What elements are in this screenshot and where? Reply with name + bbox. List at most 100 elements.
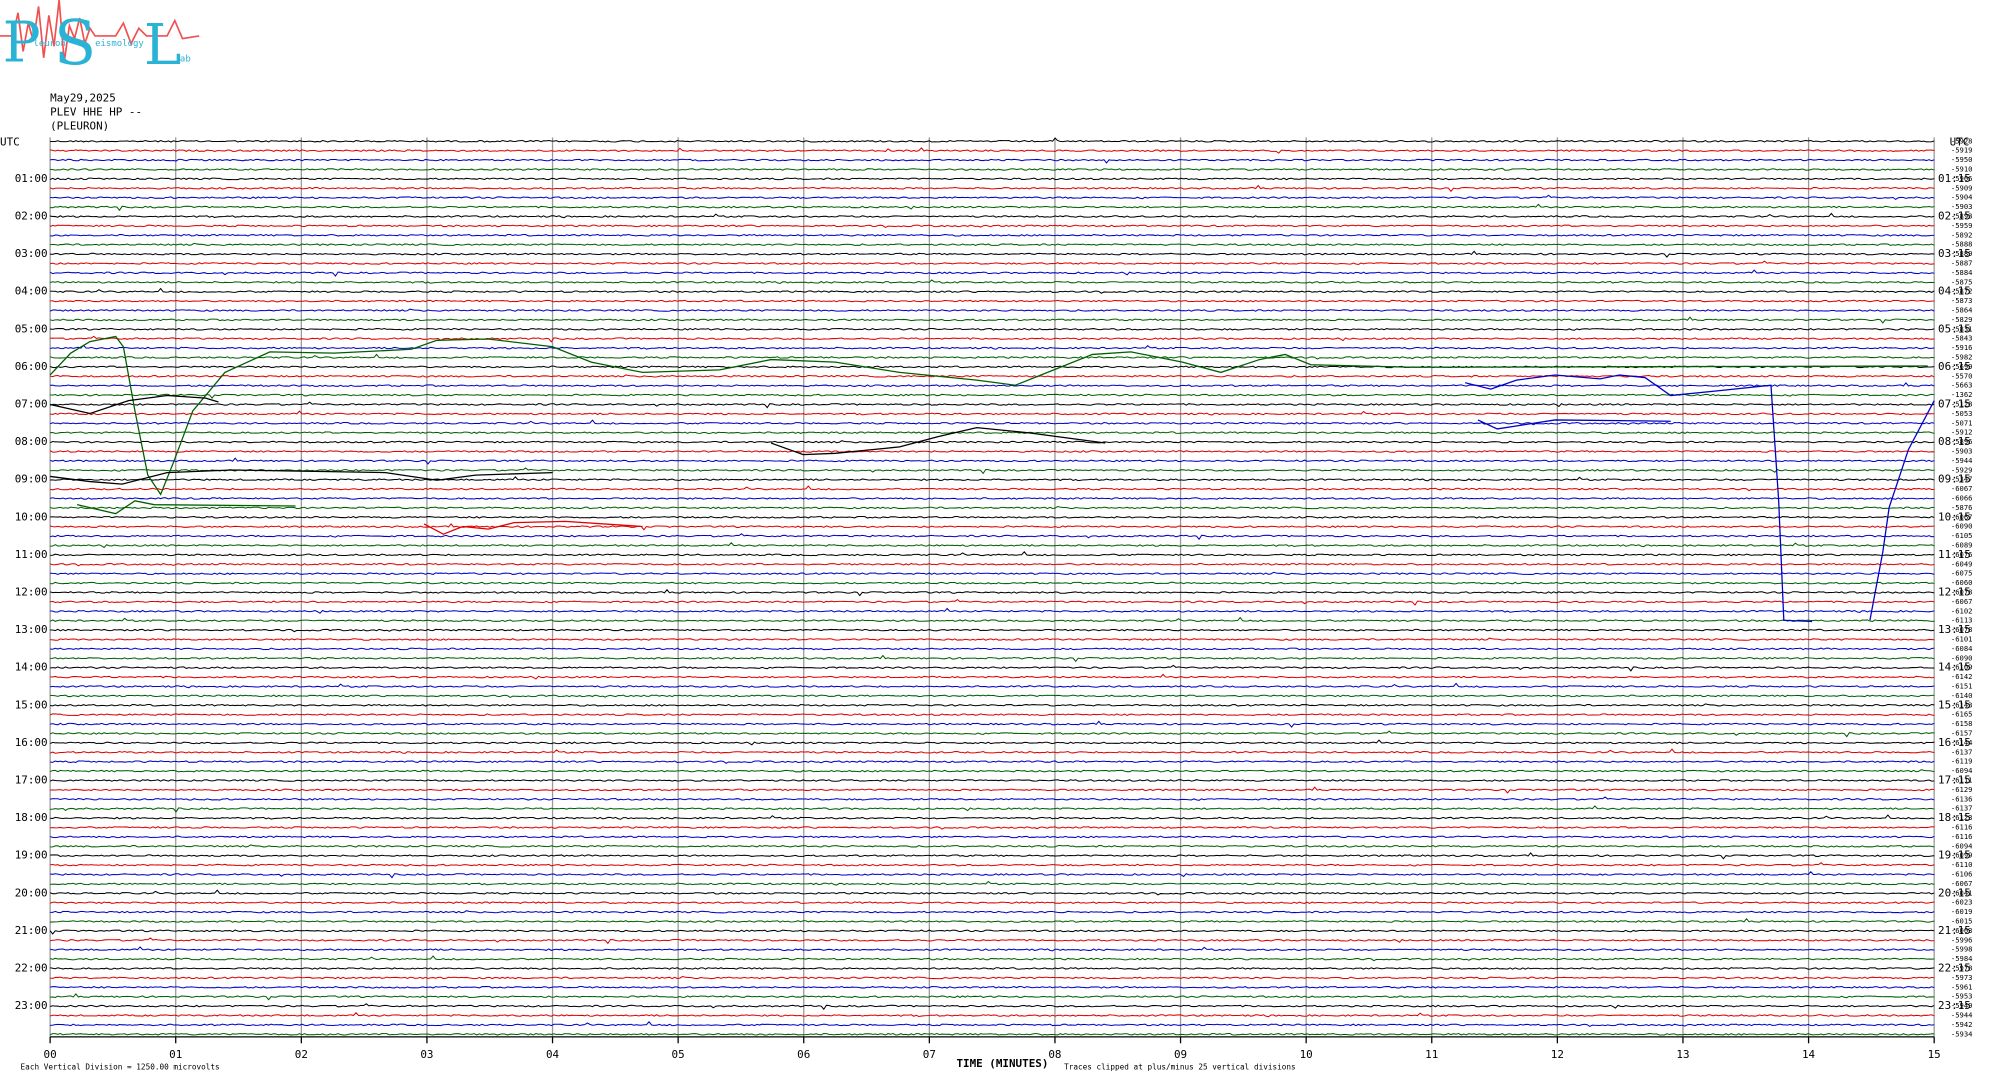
row-value: -5973 — [1951, 973, 1973, 982]
trace — [50, 805, 1935, 813]
hour-label: 07:00 — [15, 397, 48, 410]
row-value: -5912 — [1951, 428, 1973, 437]
trace — [50, 203, 1935, 212]
trace — [50, 515, 1935, 519]
row-value: -5982 — [1951, 352, 1973, 361]
trace — [50, 852, 1935, 860]
row-value: -5831 — [1951, 324, 1973, 333]
minute-label: 15 — [1928, 1048, 1941, 1061]
trace-event — [1869, 400, 1935, 621]
row-value: -5916 — [1951, 343, 1973, 352]
row-value: -6015 — [1951, 916, 1973, 925]
hour-label: 23:00 — [15, 999, 48, 1012]
row-value: -5893 — [1951, 211, 1973, 220]
hour-label: 07:15 — [1938, 397, 1971, 410]
row-value: -6089 — [1951, 540, 1973, 549]
row-value: -6075 — [1951, 569, 1973, 578]
hour-label: 17:15 — [1938, 773, 1971, 786]
row-value: -6111 — [1951, 775, 1973, 784]
trace — [49, 505, 1935, 510]
row-value: -6151 — [1951, 681, 1973, 690]
trace — [49, 419, 1935, 426]
trace — [50, 826, 1935, 830]
row-value: -5942 — [1951, 1020, 1973, 1029]
trace — [49, 769, 1935, 773]
row-value: -6158 — [1951, 719, 1973, 728]
trace — [50, 682, 1935, 689]
row-value: -5347 — [1951, 475, 1973, 484]
trace — [49, 344, 1935, 350]
trace — [50, 299, 1935, 303]
row-value: -6067 — [1951, 879, 1973, 888]
row-value: -6041 — [1951, 888, 1973, 897]
trace — [50, 694, 1935, 699]
trace — [50, 327, 1935, 331]
hour-label: 04:15 — [1938, 285, 1971, 298]
row-value: -5961 — [1951, 982, 1973, 991]
row-value: -5864 — [1951, 305, 1973, 314]
left-title: UTC — [0, 136, 20, 149]
hour-label: 02:15 — [1938, 209, 1971, 222]
hour-label: 10:00 — [15, 510, 48, 523]
row-value: -5934 — [1951, 1029, 1973, 1038]
row-value: -6060 — [1951, 578, 1973, 587]
trace — [50, 431, 1935, 435]
hour-label: 13:00 — [15, 623, 48, 636]
row-value: -6094 — [1951, 766, 1973, 775]
trace — [50, 242, 1935, 246]
row-value: -6144 — [1951, 738, 1973, 747]
trace — [50, 814, 1935, 820]
trace-event — [770, 426, 1106, 456]
row-value: -5876 — [1951, 503, 1973, 512]
row-value: -6101 — [1951, 634, 1973, 643]
minute-label: 14 — [1802, 1048, 1816, 1061]
trace — [49, 901, 1935, 905]
row-value: -6116 — [1951, 832, 1973, 841]
hour-label: 22:00 — [15, 961, 48, 974]
row-value: -5910 — [1951, 164, 1973, 173]
trace — [49, 562, 1935, 567]
row-value: -6113 — [1951, 616, 1973, 625]
trace — [49, 748, 1935, 755]
row-value: -5887 — [1951, 258, 1973, 267]
trace — [49, 308, 1935, 312]
trace — [50, 720, 1935, 728]
trace-event — [1464, 374, 1813, 623]
logo: P S L leuron eismology ab — [0, 0, 200, 79]
row-value: -6140 — [1951, 691, 1973, 700]
row-value: -5950 — [1951, 155, 1973, 164]
trace — [50, 410, 1935, 416]
row-value: -5071 — [1951, 418, 1973, 427]
right-title: UTC — [1950, 136, 1970, 149]
hour-label: 19:15 — [1938, 849, 1971, 862]
trace — [49, 889, 1935, 896]
trace — [50, 628, 1935, 633]
logo-letter: L — [144, 13, 182, 78]
row-value: -6067 — [1951, 597, 1973, 606]
trace — [49, 457, 1935, 465]
trace — [50, 581, 1935, 585]
trace-event — [49, 394, 219, 415]
trace — [49, 224, 1935, 229]
logo-wave — [0, 0, 200, 62]
row-value: -5959 — [1951, 221, 1973, 230]
trace — [49, 796, 1935, 801]
trace — [50, 703, 1935, 707]
minute-label: 10 — [1300, 1048, 1313, 1061]
channel: PLEV HHE HP -- — [50, 106, 142, 119]
row-value: -5953 — [1951, 992, 1973, 1001]
trace — [50, 485, 1935, 492]
trace-event — [423, 520, 643, 535]
trace — [49, 835, 1935, 839]
trace — [50, 497, 1935, 500]
trace — [50, 393, 1935, 399]
trace — [50, 967, 1935, 970]
hour-label: 03:15 — [1938, 247, 1971, 260]
hour-label: 15:00 — [15, 698, 48, 711]
logo-letter: S — [54, 7, 96, 79]
row-value: -5944 — [1951, 456, 1973, 465]
row-value: -5944 — [1951, 1010, 1973, 1019]
trace — [50, 673, 1935, 680]
hour-label: 05:15 — [1938, 322, 1971, 335]
